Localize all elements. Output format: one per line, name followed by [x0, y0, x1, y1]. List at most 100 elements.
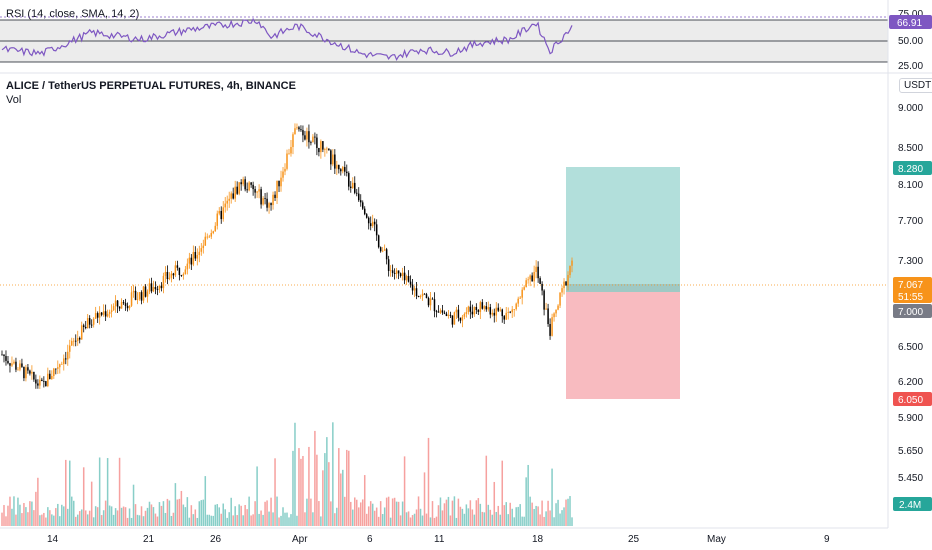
candle-body	[429, 298, 432, 306]
candlesticks	[1, 123, 573, 389]
candle-body	[334, 154, 336, 169]
volume-bar	[296, 515, 298, 526]
candle-body	[431, 298, 434, 300]
candle-body	[104, 311, 107, 317]
candle-body	[118, 306, 121, 309]
volume-bar	[202, 499, 205, 526]
candle-body	[361, 202, 364, 209]
candle-body	[25, 367, 27, 379]
candle-body	[128, 305, 131, 309]
currency-button[interactable]: USDT	[899, 78, 932, 93]
time-axis[interactable]: 14 21 26 Apr 6 11 18 25 May 9	[0, 527, 888, 545]
candle-body	[503, 316, 505, 320]
candle-body	[517, 298, 519, 304]
volume-bar	[290, 514, 292, 526]
candle-body	[551, 317, 553, 336]
candle-body	[146, 291, 149, 297]
candle-body	[39, 379, 41, 386]
bar-countdown-text: 51:55	[898, 292, 923, 303]
symbol-title[interactable]: ALICE / TetherUS PERPETUAL FUTURES, 4h, …	[6, 80, 296, 92]
position-profit-zone[interactable]	[566, 167, 680, 292]
volume-bar	[74, 516, 77, 526]
volume-bar	[184, 507, 187, 526]
candle-body	[158, 285, 161, 290]
volume-bar	[49, 510, 51, 526]
candle-body	[567, 275, 569, 286]
volume-bar	[240, 505, 242, 526]
candle-body	[459, 317, 462, 321]
volume-bar	[324, 453, 326, 526]
volume-bar	[128, 508, 131, 526]
volume-bar	[3, 505, 5, 526]
candle-body	[120, 302, 123, 309]
volume-bar	[152, 507, 155, 526]
candle-body	[242, 179, 244, 185]
volume-bar	[232, 515, 234, 526]
candle-body	[7, 360, 9, 364]
volume-bar	[84, 510, 87, 526]
time-tick: May	[707, 534, 726, 545]
candle-body	[216, 213, 219, 226]
price-axis[interactable]: 75.00 50.00 25.00 9.000 8.500 8.100 7.70…	[887, 0, 932, 528]
candle-body	[535, 266, 537, 272]
volume-bar	[304, 512, 306, 526]
candle-body	[240, 182, 242, 185]
candle-body	[252, 184, 254, 190]
volume-bar	[523, 516, 525, 526]
volume-bar	[389, 517, 392, 526]
volume-bar	[381, 514, 384, 526]
volume-bar	[118, 457, 121, 526]
volume-bar	[186, 497, 189, 526]
candle-body	[184, 269, 187, 275]
volume-bar	[23, 503, 25, 526]
candle-body	[70, 340, 73, 346]
candle-body	[359, 200, 362, 203]
candle-body	[531, 275, 533, 282]
position-tool[interactable]	[566, 167, 680, 399]
candle-body	[521, 289, 523, 298]
volume-bar	[158, 502, 161, 526]
volume-bar	[156, 516, 159, 526]
volume-bar	[70, 496, 73, 526]
rsi-panel[interactable]	[0, 16, 888, 63]
candle-body	[260, 189, 262, 205]
candle-body	[294, 128, 296, 135]
volume-bar	[196, 517, 199, 526]
volume-bar	[513, 517, 515, 526]
position-loss-zone[interactable]	[566, 292, 680, 399]
candle-body	[559, 292, 561, 306]
candle-body	[256, 191, 258, 193]
candle-body	[136, 299, 139, 300]
candle-body	[525, 280, 527, 288]
volume-bar	[55, 508, 57, 526]
volume-bar	[338, 448, 340, 526]
candle-body	[212, 231, 215, 234]
volume-bar	[521, 516, 523, 526]
volume-bar	[549, 510, 551, 526]
volume-bar	[312, 512, 314, 526]
volume-bar	[505, 502, 507, 526]
volume-bar	[96, 507, 99, 526]
candle-body	[499, 309, 502, 311]
candle-body	[166, 271, 169, 280]
volume-bar	[33, 510, 35, 526]
candle-body	[411, 284, 414, 291]
candle-body	[200, 248, 203, 252]
candle-body	[407, 275, 410, 282]
candle-body	[397, 270, 400, 274]
volume-bar	[517, 506, 519, 526]
volume-bar	[192, 514, 195, 526]
candle-body	[228, 198, 230, 201]
volume-bar	[208, 514, 211, 526]
volume-indicator-label[interactable]: Vol	[6, 94, 22, 106]
volume-bar	[236, 515, 238, 526]
candle-body	[186, 263, 189, 270]
candle-body	[427, 298, 430, 306]
volume-bar	[379, 501, 382, 526]
candle-body	[563, 281, 565, 289]
volume-bar	[535, 505, 537, 526]
volume-bar	[411, 515, 414, 526]
volume-bar	[230, 497, 232, 526]
volume-bar	[13, 496, 15, 526]
